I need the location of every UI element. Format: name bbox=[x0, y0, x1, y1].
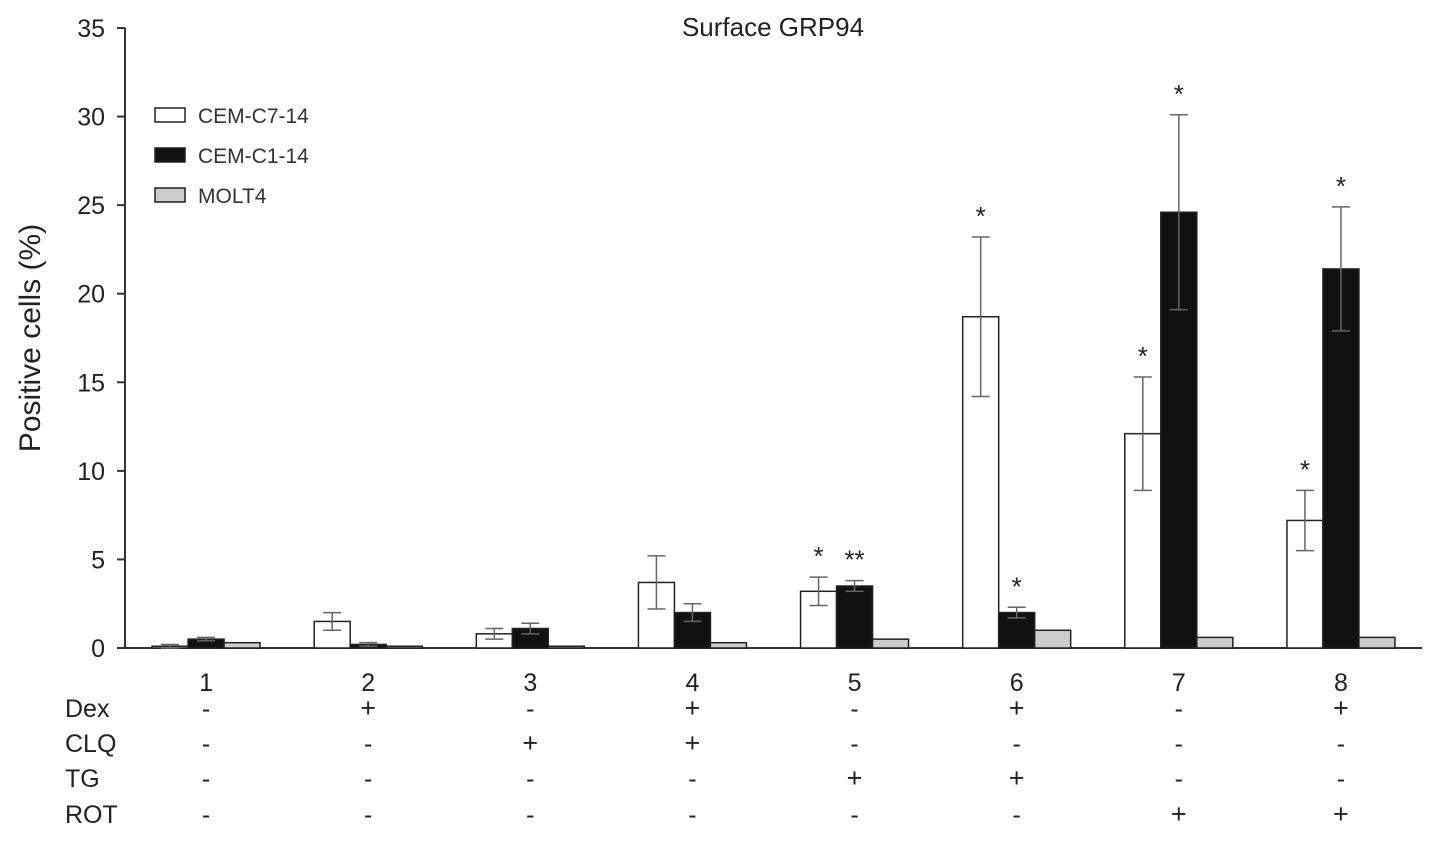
legend-label: CEM-C7-14 bbox=[198, 105, 309, 128]
bar bbox=[1196, 636, 1234, 649]
bar bbox=[709, 641, 748, 649]
treatment-sign: - bbox=[1013, 730, 1021, 758]
bar bbox=[223, 641, 261, 649]
treatment-sign: + bbox=[1333, 799, 1349, 829]
treatment-sign: - bbox=[1013, 801, 1021, 829]
legend: CEM-C7-14 CEM-C1-14 MOLT4 bbox=[154, 105, 309, 208]
y-tick-label: 5 bbox=[91, 546, 105, 574]
treatment-sign: - bbox=[526, 801, 534, 829]
x-tick-label: 5 bbox=[848, 669, 862, 697]
legend-swatch bbox=[154, 187, 186, 203]
treatment-sign: + bbox=[522, 728, 538, 758]
bar bbox=[835, 585, 874, 649]
treatment-sign: + bbox=[847, 763, 863, 793]
bar bbox=[385, 645, 423, 649]
treatment-sign: - bbox=[364, 765, 372, 793]
legend-swatch bbox=[154, 107, 186, 123]
treatment-sign: - bbox=[1175, 765, 1183, 793]
significance-marker: * bbox=[1174, 79, 1184, 109]
treatment-sign: + bbox=[1009, 693, 1025, 723]
treatment-sign: - bbox=[202, 695, 210, 723]
treatment-label: CLQ bbox=[65, 730, 116, 758]
treatment-table: Dex - + - + - + - + CLQ - - + + - - - - TG - - - - + + - - ROT - - - - -… bbox=[65, 693, 1349, 829]
x-axis-tick-labels: 1 2 3 4 5 6 7 8 bbox=[199, 669, 1348, 697]
bar bbox=[1033, 629, 1072, 649]
treatment-sign: + bbox=[1333, 693, 1349, 723]
treatment-sign: - bbox=[1175, 730, 1183, 758]
treatment-sign: - bbox=[202, 801, 210, 829]
y-axis-label: Positive cells (%) bbox=[14, 224, 47, 452]
legend-swatch bbox=[154, 147, 186, 163]
treatment-sign: - bbox=[1175, 695, 1183, 723]
treatment-sign: - bbox=[850, 801, 858, 829]
treatment-sign: - bbox=[364, 730, 372, 758]
treatment-sign: - bbox=[526, 765, 534, 793]
treatment-sign: - bbox=[364, 801, 372, 829]
treatment-label: ROT bbox=[65, 801, 118, 829]
treatment-sign: - bbox=[688, 765, 696, 793]
treatment-sign: + bbox=[360, 693, 376, 723]
treatment-label: Dex bbox=[65, 695, 110, 723]
treatment-sign: - bbox=[850, 730, 858, 758]
x-tick-label: 2 bbox=[361, 669, 375, 697]
chart-title: Surface GRP94 bbox=[682, 12, 864, 42]
treatment-sign: - bbox=[1337, 765, 1345, 793]
y-tick-label: 35 bbox=[77, 15, 105, 43]
significance-marker: * bbox=[1138, 341, 1148, 371]
treatment-label: TG bbox=[65, 765, 100, 793]
y-tick-label: 30 bbox=[77, 104, 105, 132]
treatment-sign: + bbox=[685, 693, 701, 723]
significance-marker: * bbox=[1300, 454, 1310, 484]
bar bbox=[547, 645, 586, 649]
treatment-sign: + bbox=[1171, 799, 1187, 829]
significance-marker: * bbox=[814, 541, 824, 571]
x-tick-label: 8 bbox=[1334, 669, 1348, 697]
treatment-sign: - bbox=[1337, 730, 1345, 758]
legend-label: CEM-C1-14 bbox=[198, 145, 309, 168]
y-tick-label: 25 bbox=[77, 192, 105, 220]
x-tick-label: 7 bbox=[1172, 669, 1186, 697]
significance-marker: * bbox=[1012, 571, 1022, 601]
treatment-sign: - bbox=[202, 765, 210, 793]
x-tick-label: 6 bbox=[1010, 669, 1024, 697]
treatment-sign: - bbox=[688, 801, 696, 829]
treatment-sign: - bbox=[526, 695, 534, 723]
y-tick-label: 0 bbox=[91, 635, 105, 663]
y-tick-label: 10 bbox=[77, 458, 105, 486]
y-tick-label: 20 bbox=[77, 281, 105, 309]
treatment-sign: + bbox=[685, 728, 701, 758]
treatment-sign: + bbox=[1009, 763, 1025, 793]
significance-marker: ** bbox=[844, 545, 864, 575]
y-axis-ticks: 0 5 10 15 20 25 30 35 bbox=[77, 15, 125, 663]
x-tick-label: 1 bbox=[199, 669, 213, 697]
x-tick-label: 3 bbox=[523, 669, 537, 697]
treatment-sign: - bbox=[850, 695, 858, 723]
treatment-sign: - bbox=[202, 730, 210, 758]
bars: * ******** bbox=[151, 79, 1396, 649]
significance-marker: * bbox=[1336, 171, 1346, 201]
significance-marker: * bbox=[976, 201, 986, 231]
x-tick-label: 4 bbox=[685, 669, 699, 697]
legend-label: MOLT4 bbox=[198, 185, 267, 208]
y-tick-label: 15 bbox=[77, 369, 105, 397]
bar bbox=[1358, 636, 1396, 649]
bar bbox=[871, 638, 910, 649]
